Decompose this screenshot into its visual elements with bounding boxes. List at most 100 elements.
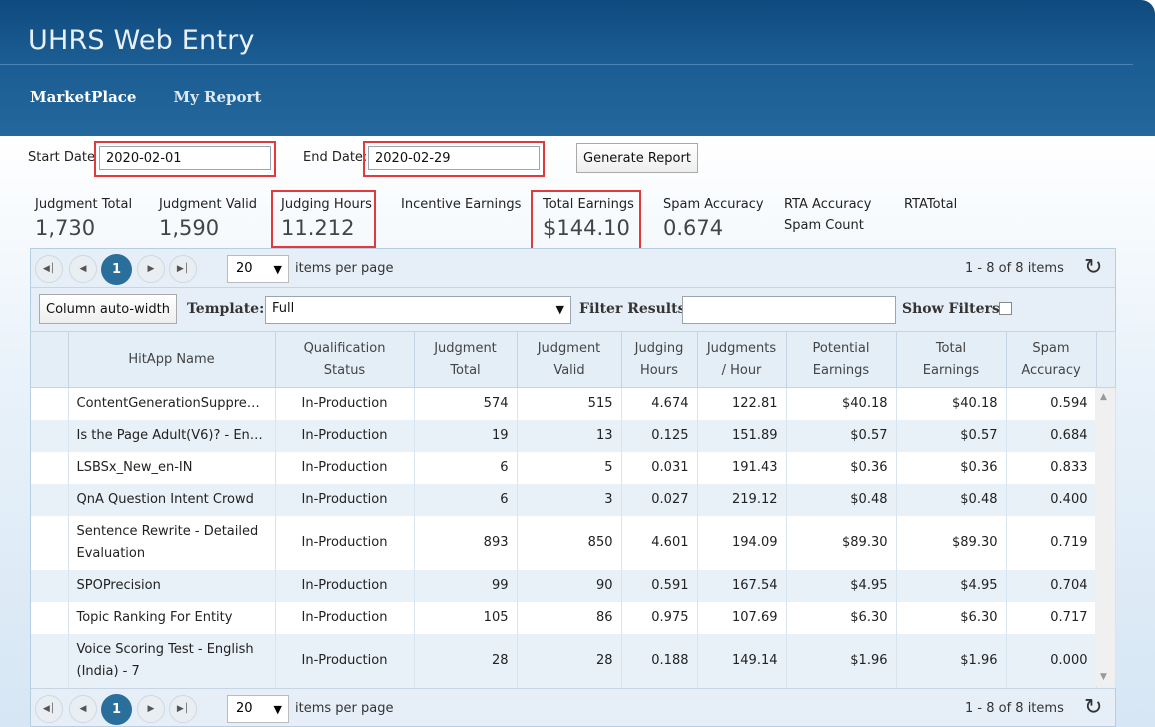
status-cell: In-Production (275, 451, 415, 484)
row-select-cell[interactable] (31, 633, 69, 688)
row-select-cell[interactable] (31, 515, 69, 570)
potential-earnings-cell: $6.30 (786, 601, 897, 634)
show-filters-checkbox[interactable] (999, 302, 1012, 315)
current-page-button[interactable]: 1 (101, 254, 132, 285)
stat-value: 1,730 (35, 216, 96, 240)
page-size-value: 20 (236, 261, 253, 276)
highlight-total-earnings (531, 190, 641, 253)
scroll-up-icon[interactable]: ▲ (1100, 392, 1107, 402)
next-page-icon[interactable]: ▶ (137, 255, 165, 283)
judgment-valid-cell: 28 (517, 633, 622, 688)
status-cell: In-Production (275, 569, 415, 602)
header-text: Qualification (303, 340, 386, 356)
judgments-per-hour-cell: 167.54 (697, 569, 787, 602)
col-judgment-total[interactable]: Judgment Total (414, 331, 518, 388)
table-row[interactable]: Voice Scoring Test - English (India) - 7… (31, 633, 1116, 688)
prev-page-icon[interactable]: ◀ (69, 695, 97, 723)
hitapp-name-cell: Voice Scoring Test - English (India) - 7 (68, 633, 276, 688)
table-row[interactable]: QnA Question Intent Crowd In-Production … (31, 483, 1116, 516)
potential-earnings-cell: $89.30 (786, 515, 897, 570)
generate-report-button[interactable]: Generate Report (576, 143, 698, 173)
row-select-cell[interactable] (31, 601, 69, 634)
judgments-per-hour-cell: 191.43 (697, 451, 787, 484)
total-earnings-cell: $0.57 (896, 419, 1007, 452)
prev-page-icon[interactable]: ◀ (69, 255, 97, 283)
judgments-per-hour-cell: 194.09 (697, 515, 787, 570)
refresh-icon[interactable]: ↻ (1084, 695, 1103, 720)
scroll-down-icon[interactable]: ▼ (1100, 672, 1107, 682)
col-qualification-status[interactable]: Qualification Status (275, 331, 415, 388)
scrollbar-header (1096, 331, 1116, 388)
pager-top: ◀│ ◀ 1 ▶ ▶│ 20 ▼ items per page 1 - 8 of… (31, 249, 1115, 287)
header-text: Judgment (434, 340, 497, 356)
first-page-icon[interactable]: ◀│ (35, 255, 63, 283)
judgment-total-cell: 28 (414, 633, 518, 688)
header-text: / Hour (721, 362, 762, 378)
grid-toolbar: Column auto-width Template: Full ▼ Filte… (31, 287, 1115, 331)
page-size-select[interactable]: 20 ▼ (227, 695, 289, 723)
total-earnings-cell: $89.30 (896, 515, 1007, 570)
row-select-cell[interactable] (31, 569, 69, 602)
last-page-icon[interactable]: ▶│ (169, 255, 197, 283)
header-text: Total (935, 340, 967, 356)
table-scrollbar[interactable]: ▲ ▼ (1095, 388, 1115, 686)
row-select-cell[interactable] (31, 451, 69, 484)
last-page-icon[interactable]: ▶│ (169, 695, 197, 723)
judgment-total-cell: 6 (414, 483, 518, 516)
col-total-earnings[interactable]: Total Earnings (896, 331, 1007, 388)
spam-accuracy-cell: 0.000 (1006, 633, 1097, 688)
stat-label: Total Earnings (543, 197, 634, 212)
judgments-per-hour-cell: 151.89 (697, 419, 787, 452)
filter-results-input[interactable] (682, 296, 896, 324)
col-spam-accuracy[interactable]: Spam Accuracy (1006, 331, 1097, 388)
highlight-judging-hours (271, 190, 376, 248)
table-row[interactable]: Is the Page Adult(V6)? - En-IN In-Produc… (31, 419, 1116, 452)
header-text: Earnings (922, 362, 980, 378)
header-text: Judgment (537, 340, 601, 356)
column-auto-width-button[interactable]: Column auto-width (39, 294, 177, 324)
app-header: UHRS Web Entry MarketPlace My Report (0, 0, 1155, 136)
total-earnings-cell: $4.95 (896, 569, 1007, 602)
col-hitapp-name[interactable]: HitApp Name (68, 331, 276, 388)
header-text: Judging (634, 340, 684, 356)
stat-judgment-valid: Judgment Valid 1,590 (159, 197, 257, 240)
table-row[interactable]: Sentence Rewrite - Detailed Evaluation I… (31, 515, 1116, 570)
table-row[interactable]: SPOPrecision In-Production 99 90 0.591 1… (31, 569, 1116, 602)
judgment-valid-cell: 86 (517, 601, 622, 634)
table-row[interactable]: Topic Ranking For Entity In-Production 1… (31, 601, 1116, 634)
potential-earnings-cell: $0.48 (786, 483, 897, 516)
hitapp-name-cell: LSBSx_New_en-IN (68, 451, 276, 484)
end-date-input[interactable]: 2020-02-29 (368, 146, 540, 170)
table-row[interactable]: LSBSx_New_en-IN In-Production 6 5 0.031 … (31, 451, 1116, 484)
row-select-cell[interactable] (31, 387, 69, 420)
stat-label: Spam Accuracy (663, 197, 764, 212)
col-judging-hours[interactable]: Judging Hours (621, 331, 698, 388)
header-text: HitApp Name (128, 351, 215, 367)
template-select[interactable]: Full ▼ (265, 296, 571, 324)
refresh-icon[interactable]: ↻ (1084, 255, 1103, 280)
header-text: Status (323, 362, 366, 378)
report-table: HitApp Name Qualification Status Judgment… (31, 331, 1116, 688)
page-size-select[interactable]: 20 ▼ (227, 255, 289, 283)
start-date-input[interactable]: 2020-02-01 (99, 146, 271, 170)
header-text: Potential (812, 340, 870, 356)
first-page-icon[interactable]: ◀│ (35, 695, 63, 723)
col-judgment-valid[interactable]: Judgment Valid (517, 331, 622, 388)
next-page-icon[interactable]: ▶ (137, 695, 165, 723)
nav-my-report[interactable]: My Report (173, 88, 262, 106)
status-cell: In-Production (275, 419, 415, 452)
stat-sub-label: Spam Count (784, 218, 864, 233)
col-judgments-per-hour[interactable]: Judgments / Hour (697, 331, 787, 388)
judgment-total-cell: 574 (414, 387, 518, 420)
hitapp-name-cell: Sentence Rewrite - Detailed Evaluation (68, 515, 276, 570)
chevron-down-icon: ▼ (555, 303, 564, 316)
chevron-down-icon: ▼ (273, 703, 282, 716)
judging-hours-cell: 0.031 (621, 451, 698, 484)
current-page-button[interactable]: 1 (101, 694, 132, 725)
nav-marketplace[interactable]: MarketPlace (30, 88, 137, 106)
table-row[interactable]: ContentGenerationSuppressi... In-Product… (31, 387, 1116, 420)
row-select-cell[interactable] (31, 483, 69, 516)
status-cell: In-Production (275, 515, 415, 570)
row-select-cell[interactable] (31, 419, 69, 452)
col-potential-earnings[interactable]: Potential Earnings (786, 331, 897, 388)
